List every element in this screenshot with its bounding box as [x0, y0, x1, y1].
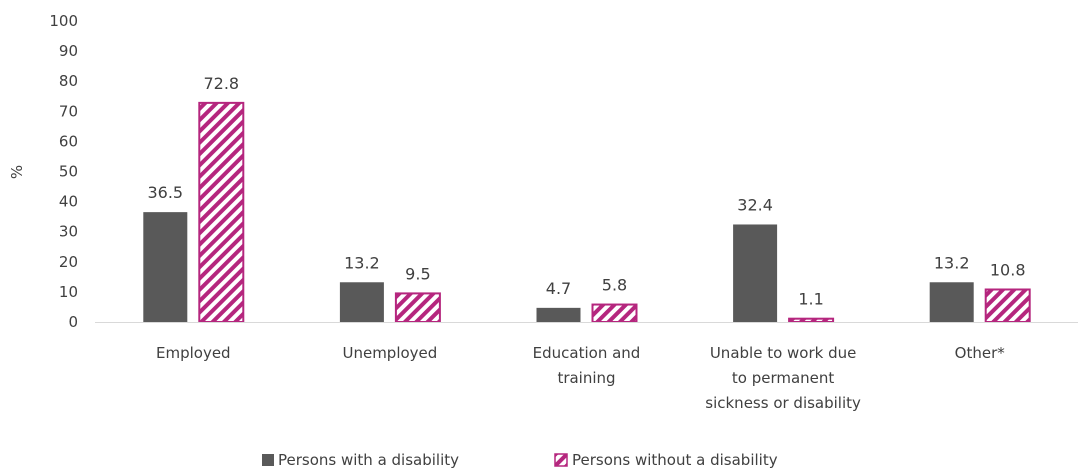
data-label: 4.7: [546, 279, 571, 298]
data-label: 32.4: [737, 195, 773, 214]
data-label: 13.2: [344, 253, 380, 272]
bar-without-disability: [198, 101, 245, 324]
bar-with-disability: [339, 282, 384, 322]
legend: Persons with a disability Persons without…: [262, 451, 778, 469]
bar-with-disability: [536, 307, 581, 322]
category-label: training: [557, 369, 615, 387]
bar-with-disability: [929, 282, 974, 322]
category-label: to permanent: [732, 369, 835, 387]
y-tick-label: 30: [59, 223, 78, 241]
y-tick-label: 40: [59, 193, 78, 211]
category-labels: Employed Unemployed Education and training U…: [156, 344, 1005, 412]
legend-swatch: [554, 453, 568, 467]
data-label: 36.5: [147, 183, 183, 202]
legend-label: Persons with a disability: [278, 451, 459, 469]
category-label: Education and: [533, 344, 641, 362]
bars: 36.5 72.8 13.2 9.5 4.7 5.8 32.4 1.1 13.2 10.8: [143, 74, 1031, 324]
y-tick-label: 50: [59, 163, 78, 181]
data-label: 13.2: [934, 253, 970, 272]
data-label: 10.8: [990, 260, 1026, 279]
y-tick-label: 100: [49, 12, 78, 30]
bar-with-disability: [143, 212, 188, 322]
bar-without-disability: [788, 317, 835, 323]
y-tick-label: 80: [59, 72, 78, 90]
y-tick-label: 10: [59, 283, 78, 301]
data-label: 5.8: [602, 276, 627, 295]
category-label: Employed: [156, 344, 231, 362]
bar-without-disability: [394, 292, 441, 323]
data-label: 1.1: [798, 290, 823, 309]
legend-swatch: [262, 454, 274, 466]
data-label: 72.8: [203, 74, 239, 93]
category-label: sickness or disability: [705, 394, 861, 412]
y-tick-label: 0: [68, 313, 78, 331]
category-label: Unemployed: [342, 344, 437, 362]
bar-without-disability: [591, 303, 638, 323]
bar-without-disability: [984, 288, 1031, 324]
y-tick-label: 20: [59, 253, 78, 271]
y-tick-label: 60: [59, 132, 78, 150]
category-label: Other*: [955, 344, 1006, 362]
y-axis-title: %: [8, 165, 26, 179]
bar-with-disability: [733, 224, 778, 322]
data-label: 9.5: [405, 264, 430, 283]
y-tick-label: 70: [59, 102, 78, 120]
category-label: Unable to work due: [710, 344, 857, 362]
y-axis: 0 10 20 30 40 50 60 70 80 90 100: [49, 12, 78, 331]
legend-label: Persons without a disability: [572, 451, 778, 469]
y-tick-label: 90: [59, 42, 78, 60]
